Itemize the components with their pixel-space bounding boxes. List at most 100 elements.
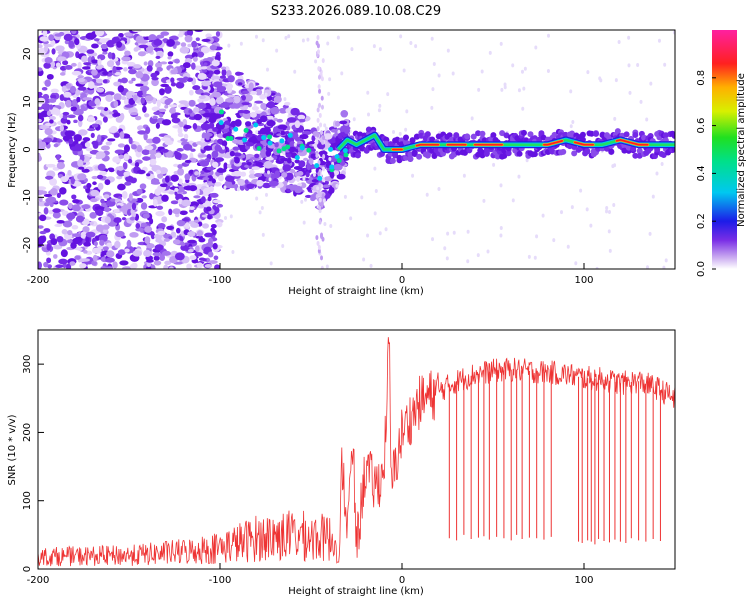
- spectrogram-cell: [184, 173, 191, 181]
- spectrogram-cell: [232, 170, 243, 177]
- spectrogram-cell: [51, 48, 56, 55]
- spectrogram-cell: [321, 177, 325, 183]
- spectrogram-cell: [287, 34, 291, 39]
- spectrogram-cell: [121, 56, 131, 62]
- spectrogram-cell: [155, 55, 161, 60]
- spectrogram-cell: [91, 175, 99, 180]
- spectrogram-cell: [147, 60, 154, 67]
- spectrogram-cell: [570, 205, 574, 210]
- spectrogram-cell: [102, 71, 109, 76]
- spectrogram-cell: [195, 37, 200, 42]
- spectrogram-cell: [153, 39, 163, 46]
- spectrogram-cell: [227, 184, 237, 189]
- spectrogram-cell: [274, 170, 280, 179]
- spectrogram-cell: [300, 199, 304, 204]
- spectrogram-cell: [277, 124, 288, 130]
- spectrogram-cell: [59, 94, 65, 101]
- spectrogram-cell: [301, 38, 305, 43]
- spectrogram-cell: [362, 257, 366, 262]
- spectrogram-cell: [55, 45, 65, 52]
- spectrogram-cell: [87, 116, 96, 123]
- spectrogram-cell: [53, 244, 63, 250]
- spectrogram-cell: [128, 69, 137, 75]
- spectrogram-cell: [127, 91, 136, 96]
- spectrogram-cell: [452, 230, 456, 235]
- spectrogram-cell: [134, 161, 140, 168]
- spectrogram-cell: [156, 34, 165, 39]
- spectrogram-cell: [193, 113, 203, 121]
- spectrogram-cell: [207, 175, 214, 182]
- spectrogram-cell: [80, 231, 88, 239]
- spectrogram-cell: [160, 148, 169, 153]
- spectrogram-cell: [74, 143, 83, 152]
- spectrogram-cell: [343, 152, 349, 158]
- spectrogram-cell: [57, 56, 67, 62]
- spectrogram-cell: [49, 119, 54, 124]
- spectrogram-cell: [84, 141, 91, 148]
- spectrogram-cell: [90, 132, 95, 139]
- spectrogram-cell: [131, 77, 136, 82]
- spectrogram-cell: [188, 89, 194, 96]
- spectrogram-cell: [80, 258, 91, 262]
- spectrogram-cell: [349, 216, 353, 221]
- spectrogram-cell: [317, 74, 321, 80]
- spectrogram-cell: [614, 78, 618, 83]
- spectrogram-cell: [310, 153, 317, 159]
- spectrogram-cell: [151, 76, 159, 81]
- spectrogram-cell: [160, 83, 170, 88]
- spectrogram-cell: [613, 163, 617, 168]
- spectrogram-cell: [102, 224, 110, 230]
- spectrogram-cell: [195, 187, 200, 196]
- colorbar-tick-label: 0.6: [696, 118, 707, 134]
- spectrogram-cell: [174, 152, 182, 160]
- spectrogram-cell: [273, 117, 278, 122]
- spectrogram-cell: [313, 144, 317, 149]
- spectrogram-cell: [214, 144, 222, 152]
- spectrogram-cell: [255, 161, 264, 167]
- spectrogram-cell: [142, 87, 147, 96]
- spectrogram-ridge-hot: [615, 139, 649, 146]
- spectrogram-cell: [187, 239, 197, 244]
- spectrogram-cell: [531, 151, 538, 158]
- spectrogram-cell: [117, 143, 126, 148]
- spectrogram-cell: [538, 130, 545, 137]
- spectrogram-cell: [194, 245, 200, 252]
- spectrogram-cell: [132, 94, 138, 101]
- spectrogram-cell: [126, 208, 132, 216]
- spectrogram-cell: [312, 172, 316, 177]
- spectrogram-cell: [660, 151, 667, 158]
- spectrogram-cell: [648, 231, 652, 236]
- spectrogram-cell: [278, 107, 288, 114]
- spectrogram-cell: [86, 182, 92, 189]
- spectrogram-cell: [130, 112, 139, 116]
- spectrogram-cell: [189, 208, 195, 213]
- spectrogram-cell: [153, 111, 162, 116]
- snr-x-tick-label: 100: [574, 575, 593, 586]
- spectrogram-cell: [517, 174, 521, 179]
- spectrogram-cell: [466, 229, 470, 234]
- spectrogram-cell: [286, 117, 297, 123]
- spectrogram-cell: [152, 252, 162, 257]
- spectrogram-y-tick-label: 20: [22, 48, 33, 61]
- spectrogram-cell: [226, 94, 235, 98]
- snr-y-tick-label: 300: [22, 355, 33, 374]
- spectrogram-cell: [608, 148, 615, 155]
- spectrogram-cell: [560, 210, 564, 215]
- spectrogram-cell: [152, 115, 158, 120]
- spectrogram-cell: [326, 41, 330, 46]
- spectrogram-cell: [95, 224, 105, 232]
- spectrogram-cell: [108, 111, 114, 115]
- spectrogram-cell: [38, 97, 46, 105]
- spectrogram-cell: [259, 115, 268, 123]
- spectrogram-cell: [218, 109, 224, 115]
- spectrogram-cell: [157, 172, 164, 179]
- spectrogram-cell: [259, 94, 266, 100]
- spectrogram-cell: [651, 194, 655, 199]
- spectrogram-cell: [168, 236, 173, 240]
- spectrogram-cell: [501, 152, 508, 159]
- spectrogram-cell: [65, 99, 72, 108]
- spectrogram-cell: [103, 206, 111, 213]
- spectrogram-cell: [161, 194, 169, 202]
- spectrogram-cell: [265, 115, 274, 120]
- spectrogram-cell: [636, 147, 643, 154]
